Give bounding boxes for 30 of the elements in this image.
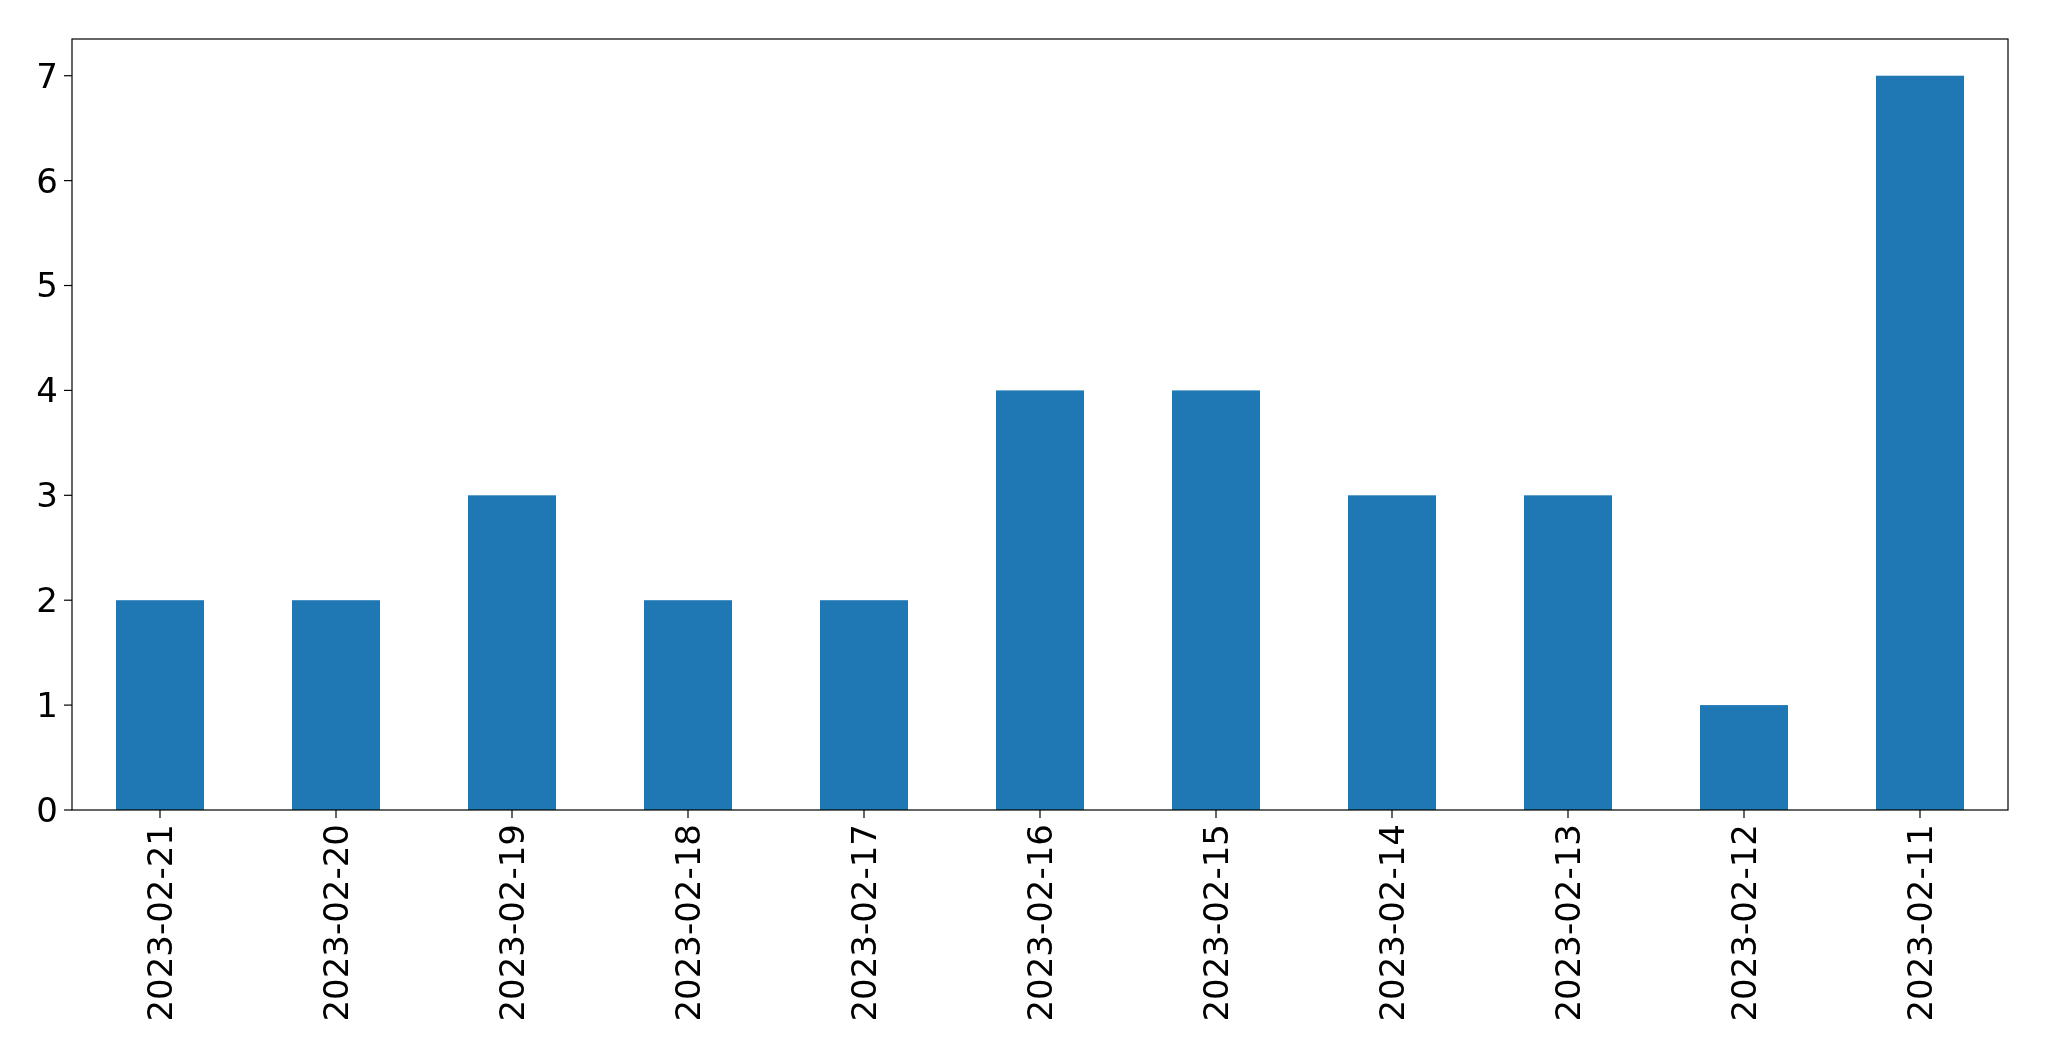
x-tick-label: 2023-02-14 bbox=[1371, 824, 1412, 1022]
x-tick-label: 2023-02-15 bbox=[1195, 824, 1236, 1022]
bar bbox=[1348, 495, 1436, 810]
y-tick-label: 2 bbox=[36, 580, 58, 621]
x-tick-label: 2023-02-19 bbox=[491, 824, 532, 1022]
x-tick-label: 2023-02-17 bbox=[843, 824, 884, 1022]
y-tick-label: 3 bbox=[36, 475, 58, 516]
bar bbox=[292, 600, 380, 810]
y-tick-label: 7 bbox=[36, 55, 58, 96]
bar bbox=[1700, 705, 1788, 810]
x-tick-label: 2023-02-20 bbox=[315, 824, 356, 1022]
x-tick-label: 2023-02-11 bbox=[1899, 824, 1940, 1022]
y-tick-label: 5 bbox=[36, 265, 58, 306]
bar bbox=[820, 600, 908, 810]
x-tick-label: 2023-02-16 bbox=[1019, 824, 1060, 1022]
y-tick-label: 1 bbox=[36, 685, 58, 725]
y-tick-label: 6 bbox=[36, 160, 58, 201]
bar bbox=[1876, 75, 1964, 810]
bar bbox=[116, 600, 204, 810]
bar bbox=[1524, 495, 1612, 810]
bar bbox=[644, 600, 732, 810]
x-tick-label: 2023-02-21 bbox=[139, 824, 180, 1022]
y-tick-label: 0 bbox=[36, 789, 58, 830]
y-tick-label: 4 bbox=[36, 370, 58, 411]
x-tick-label: 2023-02-13 bbox=[1547, 824, 1588, 1022]
bar bbox=[468, 495, 556, 810]
bar bbox=[996, 390, 1084, 810]
bar bbox=[1172, 390, 1260, 810]
x-tick-label: 2023-02-12 bbox=[1723, 824, 1764, 1022]
x-tick-label: 2023-02-18 bbox=[667, 824, 708, 1022]
